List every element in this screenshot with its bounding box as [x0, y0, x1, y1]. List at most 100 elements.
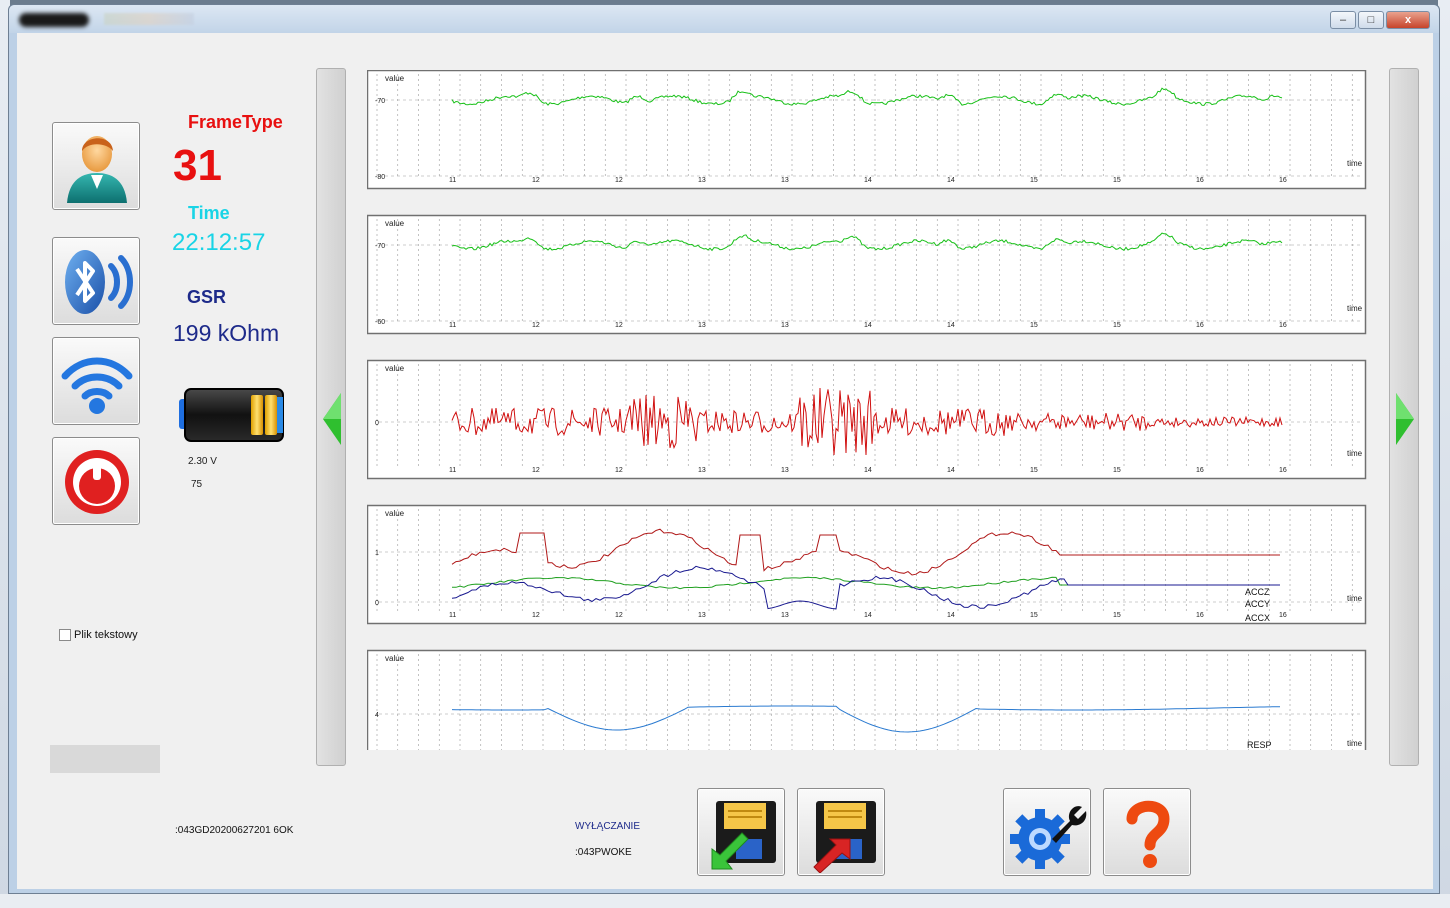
y-tick-label: -70	[375, 243, 385, 250]
arrow-right-icon	[1396, 393, 1414, 445]
save-export-button[interactable]	[797, 788, 885, 876]
bluetooth-button[interactable]	[52, 237, 140, 325]
chart-value-label: value	[385, 364, 405, 373]
battery-voltage: 2.30 V	[188, 456, 217, 467]
status-code: :043PWOKE	[575, 847, 632, 858]
frame-type-value: 31	[173, 141, 222, 190]
series-line-ecg-2	[451, 232, 1283, 252]
user-button[interactable]	[52, 122, 140, 210]
x-tick-label: 14	[947, 467, 955, 474]
x-tick-label: 13	[698, 177, 706, 184]
x-tick-label: 16	[1279, 467, 1287, 474]
settings-button[interactable]	[1003, 788, 1091, 876]
x-tick-label: 14	[864, 177, 872, 184]
desktop-bottom-strip	[0, 894, 1450, 908]
x-tick-label: 11	[449, 612, 456, 619]
x-tick-label: 14	[864, 612, 872, 619]
battery-level: 75	[191, 479, 203, 490]
chart-value-label: value	[385, 74, 405, 83]
chart-time-label: time	[1347, 449, 1363, 458]
time-label: Time	[188, 203, 230, 223]
series-line-accx	[451, 565, 1280, 610]
battery-icon	[179, 388, 284, 442]
x-tick-label: 16	[1196, 322, 1204, 329]
gsr-value: 199 kOhm	[173, 320, 280, 346]
save-import-icon	[711, 801, 776, 870]
bluetooth-icon	[65, 250, 133, 314]
x-tick-label: 14	[947, 322, 955, 329]
minimize-button[interactable]: –	[1330, 11, 1356, 29]
help-icon	[1126, 800, 1170, 868]
x-tick-label: 13	[698, 467, 706, 474]
x-tick-label: 13	[698, 612, 706, 619]
legend-resp: RESP	[1247, 740, 1272, 750]
y-tick-label: 4	[375, 712, 379, 719]
app-window: – □ x	[8, 4, 1440, 894]
status-label: WYŁĄCZANIE	[575, 821, 641, 832]
x-tick-label: 14	[864, 467, 872, 474]
series-line-accy	[451, 528, 1280, 576]
maximize-button[interactable]: □	[1358, 11, 1384, 29]
nav-left-panel[interactable]	[316, 68, 346, 766]
x-tick-label: 16	[1279, 612, 1287, 619]
x-tick-label: 16	[1196, 467, 1204, 474]
chart-time-label: time	[1347, 159, 1363, 168]
wifi-icon	[61, 357, 133, 414]
window-title-redacted	[19, 13, 89, 27]
chart-panel-1	[367, 70, 1367, 190]
x-tick-label: 16	[1279, 322, 1287, 329]
chart-panel-4	[367, 504, 1367, 625]
x-tick-label: 16	[1196, 177, 1204, 184]
x-tick-label: 14	[947, 177, 955, 184]
x-tick-label: 11	[449, 467, 456, 474]
x-tick-label: 13	[781, 322, 789, 329]
gsr-label: GSR	[187, 287, 227, 307]
x-tick-label: 12	[615, 612, 623, 619]
series-line-ecg-1	[451, 87, 1283, 106]
text-file-checkbox-row[interactable]: Plik tekstowy	[59, 629, 138, 641]
save-export-icon	[813, 801, 876, 873]
x-tick-label: 11	[449, 322, 456, 329]
chart-value-label: value	[385, 509, 405, 518]
x-tick-label: 12	[532, 322, 540, 329]
x-tick-label: 15	[1113, 467, 1121, 474]
text-file-checkbox[interactable]	[59, 629, 71, 641]
settings-icon	[1010, 806, 1087, 869]
chart-time-label: time	[1347, 304, 1363, 313]
x-tick-label: 13	[781, 177, 789, 184]
title-bar: – □ x	[9, 5, 1439, 33]
y-tick-label: 1	[375, 550, 379, 557]
series-line-emg-3	[451, 387, 1283, 456]
legend-accx: ACCX	[1245, 613, 1270, 623]
x-tick-label: 15	[1030, 177, 1038, 184]
nav-right-panel[interactable]	[1389, 68, 1419, 766]
serial-text: :043GD20200627201 6OK	[175, 825, 294, 836]
title-bar-icons	[104, 13, 194, 25]
x-tick-label: 13	[698, 322, 706, 329]
chart-area: value time 11 12 12 13 13 14 14 15 15 16 16 -70 -80 val…	[367, 70, 1367, 750]
help-button[interactable]	[1103, 788, 1191, 876]
power-icon	[65, 450, 129, 514]
wifi-button[interactable]	[52, 337, 140, 425]
x-tick-label: 12	[532, 177, 540, 184]
x-tick-label: 15	[1030, 322, 1038, 329]
save-import-button[interactable]	[697, 788, 785, 876]
x-tick-label: 15	[1030, 467, 1038, 474]
chart-time-label: time	[1347, 739, 1363, 748]
x-tick-label: 12	[615, 467, 623, 474]
x-tick-label: 11	[449, 177, 456, 184]
chart-time-label: time	[1347, 594, 1363, 603]
x-tick-label: 12	[615, 322, 623, 329]
series-line-resp	[451, 705, 1280, 733]
x-tick-label: 15	[1113, 322, 1121, 329]
desktop-left-edge	[0, 0, 10, 908]
legend-accy: ACCY	[1245, 599, 1270, 609]
x-tick-label: 14	[864, 322, 872, 329]
close-button[interactable]: x	[1386, 11, 1430, 29]
y-tick-label: 0	[375, 420, 379, 427]
power-button[interactable]	[52, 437, 140, 525]
x-tick-label: 12	[532, 612, 540, 619]
x-tick-label: 15	[1113, 177, 1121, 184]
x-tick-label: 15	[1030, 612, 1038, 619]
